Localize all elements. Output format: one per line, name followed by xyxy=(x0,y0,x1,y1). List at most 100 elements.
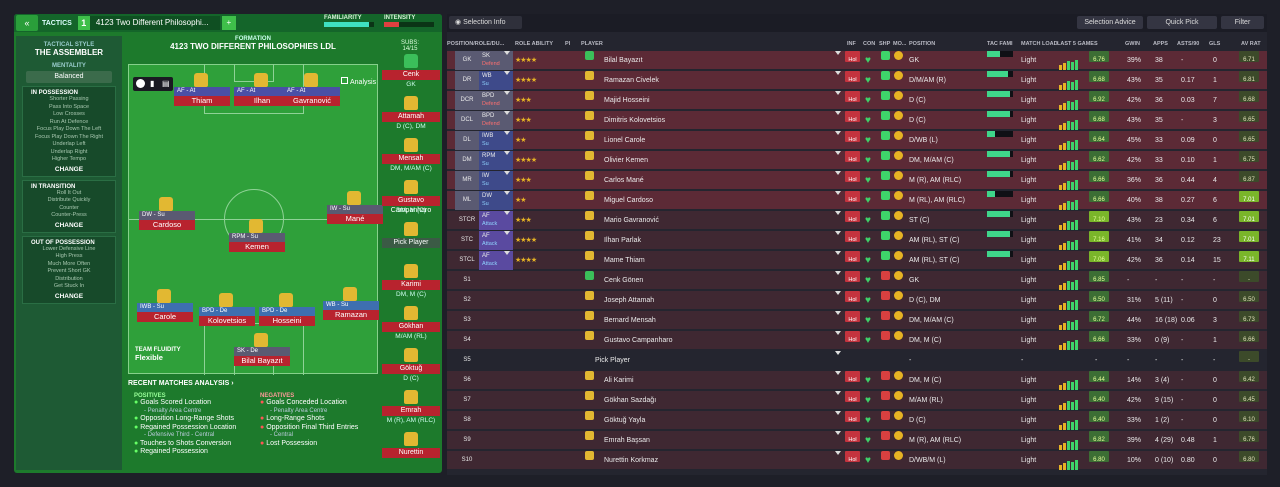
column-header[interactable]: PI xyxy=(565,40,571,47)
dropdown-arrow-icon[interactable] xyxy=(504,211,510,215)
dropdown-arrow-icon[interactable] xyxy=(835,211,841,215)
table-row[interactable]: DL IWB Su ★★ Lionel Carole Hol ♥ D/WB (L) Light 6… xyxy=(447,131,1267,150)
tactic-name-select[interactable]: 4123 Two Different Philosophi... xyxy=(89,16,220,30)
player-chip[interactable]: AF - At Gavranović xyxy=(284,73,340,106)
table-row[interactable]: MR IW Su ★★★ Carlos Mané Hol ♥ M (R), AM (RLC) L… xyxy=(447,171,1267,190)
column-header[interactable]: ASTS/90 xyxy=(1177,40,1200,47)
player-chip[interactable]: SK - De Bilal Bayazıt xyxy=(234,333,290,366)
table-row[interactable]: STCL AF Attack ★★★★ Mame Thiam Hol ♥ AM (RL), S… xyxy=(447,251,1267,270)
dropdown-arrow-icon[interactable] xyxy=(835,391,841,395)
dropdown-arrow-icon[interactable] xyxy=(835,371,841,375)
dropdown-arrow-icon[interactable] xyxy=(504,171,510,175)
table-row[interactable]: STC AF Attack ★★★★ Ilhan Parlak Hol ♥ AM (RL), … xyxy=(447,231,1267,250)
filter-button[interactable]: Filter xyxy=(1221,16,1264,29)
dropdown-arrow-icon[interactable] xyxy=(835,271,841,275)
in-transition-change-button[interactable]: CHANGE xyxy=(54,221,84,229)
dropdown-arrow-icon[interactable] xyxy=(835,231,841,235)
column-header[interactable]: POSITION xyxy=(909,40,936,47)
substitute-slot[interactable]: Karimi DM, M (C) xyxy=(382,264,440,298)
substitute-slot[interactable]: Gökhan M/AM (RL) xyxy=(382,306,440,340)
player-chip[interactable]: IW - Su Mané xyxy=(327,191,383,224)
role-duty[interactable]: IW Su xyxy=(479,171,513,190)
role-duty[interactable]: RPM Su xyxy=(479,151,513,170)
substitute-slot[interactable]: Cenk GK xyxy=(382,54,440,88)
dropdown-arrow-icon[interactable] xyxy=(835,351,841,355)
table-row[interactable]: S2 Joseph Attamah Hol ♥ D (C), DM Light 6.50 31… xyxy=(447,291,1267,310)
column-header[interactable]: GWIN xyxy=(1125,40,1140,47)
column-header[interactable]: ROLE ABILITY xyxy=(515,40,553,47)
info-icon[interactable] xyxy=(136,79,145,88)
role-duty[interactable]: AF Attack xyxy=(479,231,513,250)
substitute-slot[interactable]: Gustavo Campanharo DM, M (C) xyxy=(382,180,440,214)
dropdown-arrow-icon[interactable] xyxy=(835,131,841,135)
dropdown-arrow-icon[interactable] xyxy=(504,111,510,115)
table-row[interactable]: STCR AF Attack ★★★ Mario Gavranović Hol ♥ ST (C… xyxy=(447,211,1267,230)
selection-info-button[interactable]: ◉ Selection Info xyxy=(449,16,522,29)
column-header[interactable]: MATCH LOAD xyxy=(1021,40,1058,47)
column-header[interactable]: CON xyxy=(863,40,876,47)
table-row[interactable]: S1 Cenk Gönen Hol ♥ GK Light 6.85 - - - - - xyxy=(447,271,1267,290)
table-row[interactable]: S9 Emrah Başsan Hol ♥ M (R), AM (RLC) Light 6.… xyxy=(447,431,1267,450)
column-header[interactable]: TAC FAMI xyxy=(987,40,1013,47)
in-possession-change-button[interactable]: CHANGE xyxy=(54,165,84,173)
mentality-select[interactable]: Balanced xyxy=(26,71,112,83)
table-row[interactable]: S4 Gustavo Campanharo Hol ♥ DM, M (C) Light 6.… xyxy=(447,331,1267,350)
role-duty[interactable]: AF Attack xyxy=(479,211,513,230)
column-header[interactable]: LAST 5 GAMES xyxy=(1057,40,1098,47)
substitute-slot[interactable]: Attamah D (C), DM xyxy=(382,96,440,130)
dropdown-arrow-icon[interactable] xyxy=(835,151,841,155)
add-tactic-button[interactable]: + xyxy=(221,16,236,30)
column-header[interactable]: MO... xyxy=(893,40,907,47)
role-duty[interactable]: BPD Defend xyxy=(479,91,513,110)
dropdown-arrow-icon[interactable] xyxy=(835,71,841,75)
column-header[interactable]: APPS xyxy=(1153,40,1168,47)
player-name[interactable]: Pick Player xyxy=(595,357,631,364)
table-row[interactable]: S10 Nurettin Korkmaz Hol ♥ D/WB/M (L) Light 6.… xyxy=(447,451,1267,470)
selection-advice-button[interactable]: Selection Advice xyxy=(1077,16,1143,29)
analysis-button[interactable]: Analysis xyxy=(341,77,381,89)
column-header[interactable]: PLAYER xyxy=(581,40,603,47)
formation-name[interactable]: 4123 TWO DIFFERENT PHILOSOPHIES LDL xyxy=(170,42,336,51)
dropdown-arrow-icon[interactable] xyxy=(504,251,510,255)
substitute-slot[interactable]: Nurettin xyxy=(382,432,440,459)
player-chip[interactable]: DW - Su Cardoso xyxy=(139,197,195,230)
role-duty[interactable]: IWB Su xyxy=(479,131,513,150)
table-row[interactable]: DCL BPD Defend ★★★ Dimitris Kolovetsios Hol ♥ D… xyxy=(447,111,1267,130)
quick-pick-button[interactable]: Quick Pick xyxy=(1147,16,1217,29)
substitute-slot[interactable]: Pick Player xyxy=(382,222,440,249)
role-duty[interactable]: BPD Defend xyxy=(479,111,513,130)
dropdown-arrow-icon[interactable] xyxy=(835,431,841,435)
table-row[interactable]: S5 Pick Player - - - - - - - - xyxy=(447,351,1267,370)
dropdown-arrow-icon[interactable] xyxy=(504,51,510,55)
column-header[interactable]: SHP xyxy=(879,40,891,47)
substitute-slot[interactable]: Emrah M (R), AM (RLC) xyxy=(382,390,440,424)
role-duty[interactable]: DW Su xyxy=(479,191,513,210)
player-chip[interactable]: WB - Su Ramazan xyxy=(323,287,379,320)
player-chip[interactable]: BPD - De Hosseini xyxy=(259,293,315,326)
dropdown-arrow-icon[interactable] xyxy=(504,91,510,95)
dropdown-arrow-icon[interactable] xyxy=(835,111,841,115)
table-row[interactable]: GK SK Defend ★★★★ Bilal Bayazıt Hol ♥ GK Light 6.… xyxy=(447,51,1267,70)
dropdown-arrow-icon[interactable] xyxy=(504,131,510,135)
role-duty[interactable]: AF Attack xyxy=(479,251,513,270)
dropdown-arrow-icon[interactable] xyxy=(835,51,841,55)
dropdown-arrow-icon[interactable] xyxy=(504,151,510,155)
table-row[interactable]: S7 Gökhan Sazdağı Hol ♥ M/AM (RL) Light 6.40 42… xyxy=(447,391,1267,410)
substitute-slot[interactable]: Göktuğ D (C) xyxy=(382,348,440,382)
table-row[interactable]: DR WB Su ★★★★ Ramazan Civelek Hol ♥ D/M/AM (R) L… xyxy=(447,71,1267,90)
player-chip[interactable]: AF - At Thiam xyxy=(174,73,230,106)
dropdown-arrow-icon[interactable] xyxy=(835,191,841,195)
substitute-slot[interactable]: Mensah DM, M/AM (C) xyxy=(382,138,440,172)
role-duty[interactable]: SK Defend xyxy=(479,51,513,70)
tactic-slot[interactable]: 1 xyxy=(77,16,90,30)
dropdown-arrow-icon[interactable] xyxy=(835,311,841,315)
player-chip[interactable]: BPD - De Kolovetsios xyxy=(199,293,255,326)
dropdown-arrow-icon[interactable] xyxy=(835,91,841,95)
tactical-style-value[interactable]: THE ASSEMBLER xyxy=(34,48,104,57)
role-duty[interactable]: WB Su xyxy=(479,71,513,90)
dropdown-arrow-icon[interactable] xyxy=(835,331,841,335)
dropdown-arrow-icon[interactable] xyxy=(835,451,841,455)
player-chip[interactable]: RPM - Su Kemen xyxy=(229,219,285,252)
dropdown-arrow-icon[interactable] xyxy=(504,231,510,235)
column-header[interactable]: GLS xyxy=(1209,40,1221,47)
